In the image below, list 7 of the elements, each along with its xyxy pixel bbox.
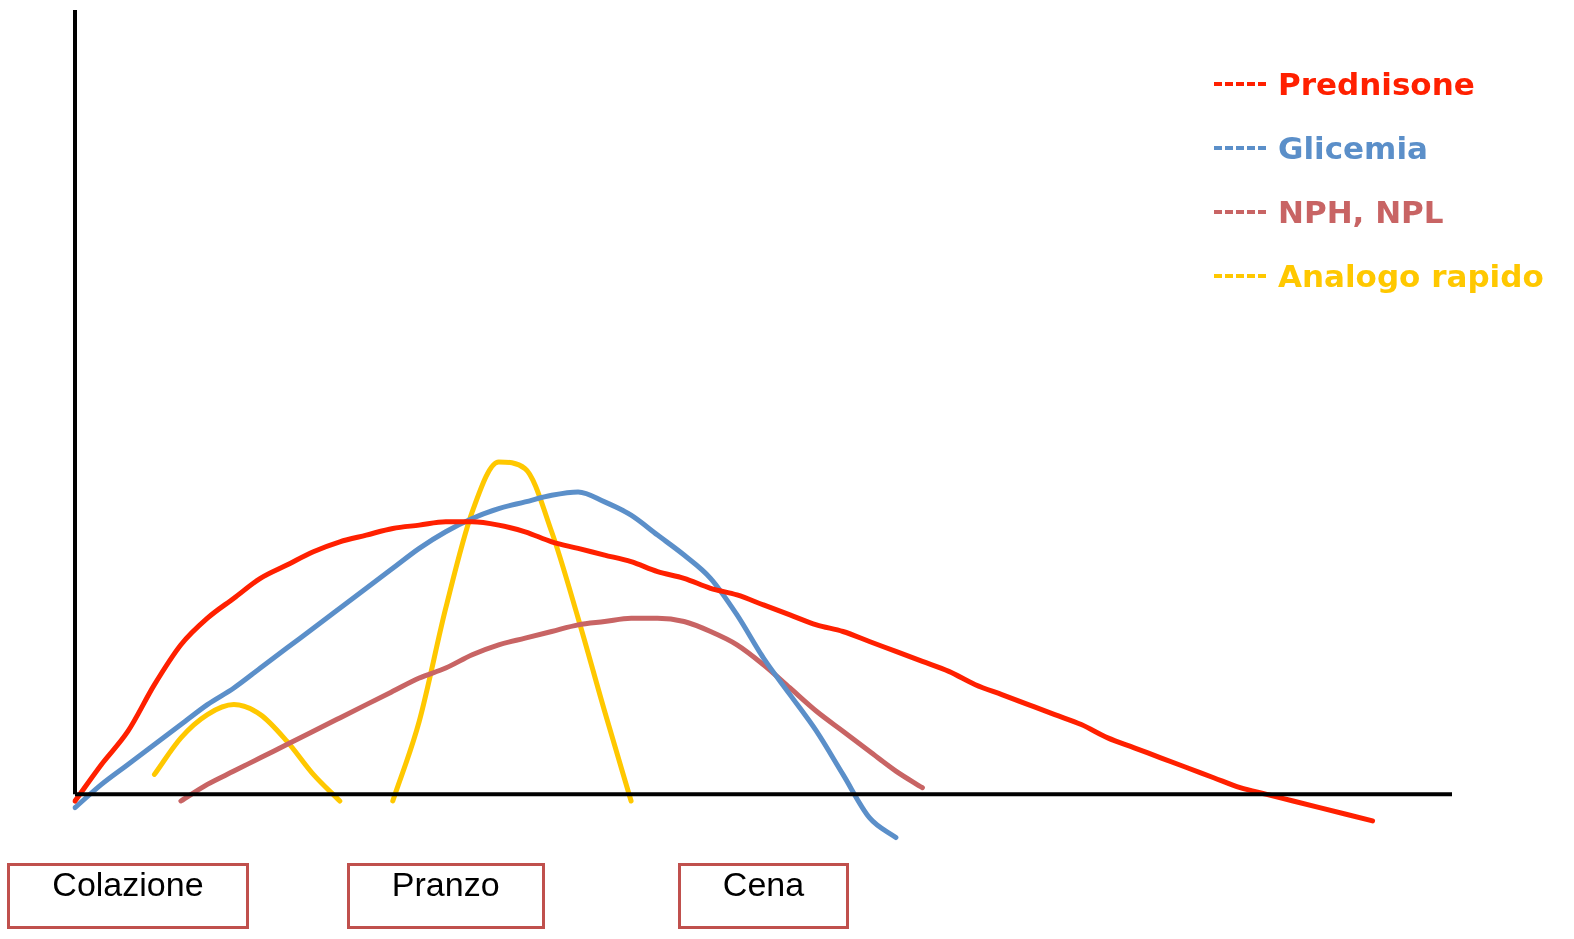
legend-label: NPH, NPL [1278, 194, 1444, 230]
x-tick-label: Cena [722, 864, 805, 903]
legend-label: Prednisone [1278, 66, 1475, 102]
x-tick-label: Colazione [52, 864, 204, 903]
legend-label: Analogo rapido [1278, 258, 1544, 294]
legend-label: Glicemia [1278, 130, 1428, 166]
x-tick-label: Pranzo [391, 864, 500, 903]
